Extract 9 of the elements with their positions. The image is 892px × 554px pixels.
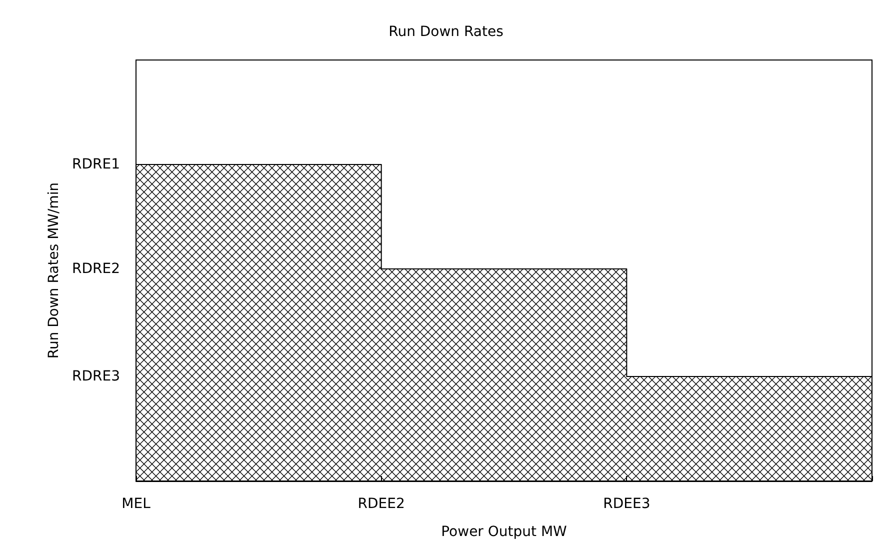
- chart-title: Run Down Rates: [388, 24, 504, 40]
- x-axis-title: Power Output MW: [441, 524, 568, 540]
- x-tick-label: RDEE3: [603, 496, 650, 512]
- x-tick-label: MEL: [122, 496, 151, 512]
- x-tick-label: RDEE2: [358, 496, 405, 512]
- text: RDRE1: [72, 156, 120, 172]
- text: RDRE3: [72, 368, 120, 385]
- text: RDRE2: [72, 260, 120, 277]
- y-axis-title: Run Down Rates MW/min: [46, 182, 62, 359]
